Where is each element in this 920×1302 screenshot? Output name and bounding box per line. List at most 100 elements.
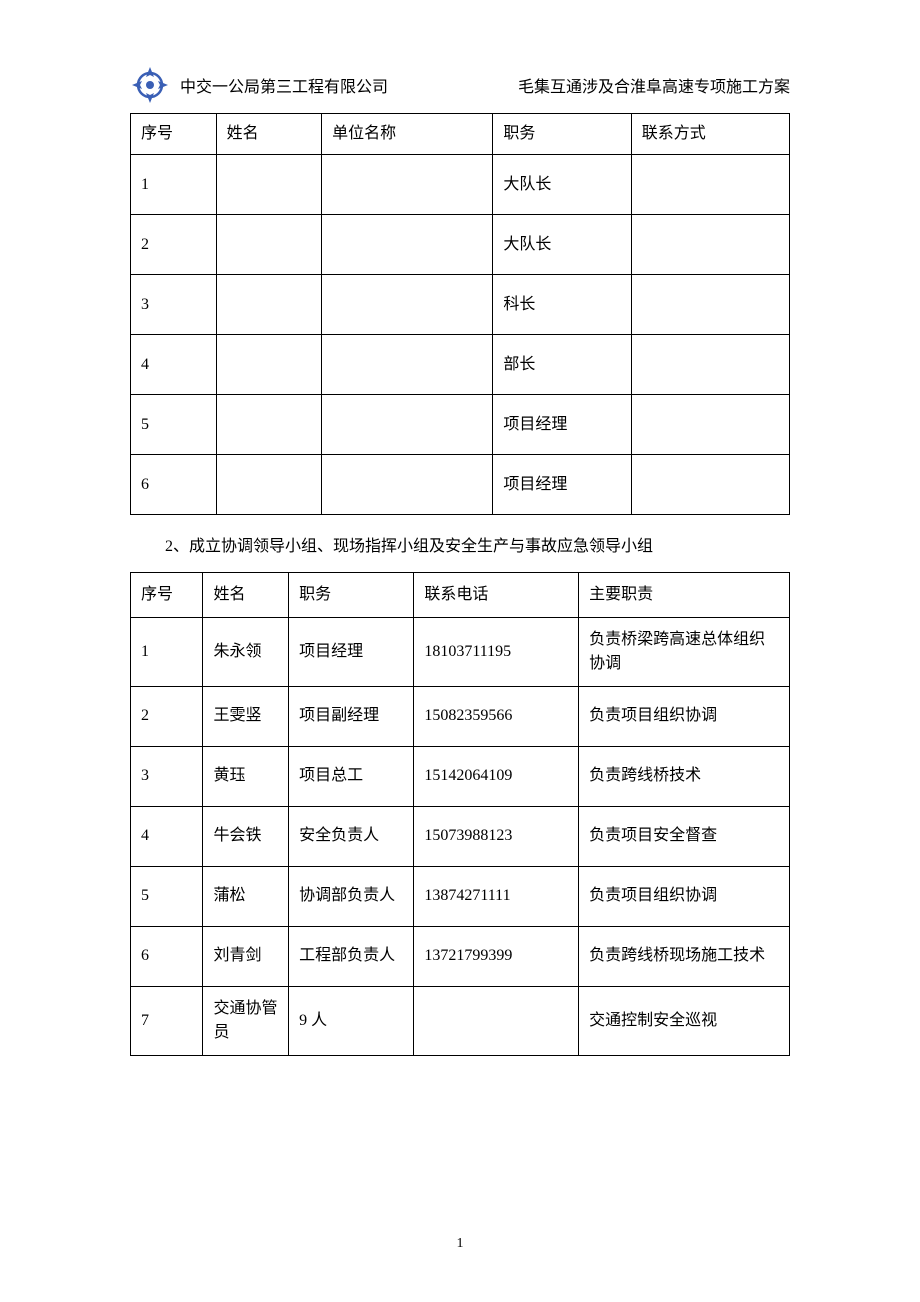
table-cell: 负责项目组织协调 [579,866,790,926]
table-cell: 2 [131,215,217,275]
table-cell: 13874271111 [414,866,579,926]
table-leadership-group-1: 序号姓名单位名称职务联系方式 1 大队长 2 大队长 3 科长 4 部长 5 项目经理 6 项目经理 [130,113,790,515]
table-header-cell: 职务 [493,114,631,155]
table-header-cell: 姓名 [203,572,289,617]
section-heading: 2、成立协调领导小组、现场指挥小组及安全生产与事故应急领导小组 [165,533,790,562]
table-cell: 交通协管员 [203,986,289,1055]
table-cell: 工程部负责人 [289,926,414,986]
table-row: 6 项目经理 [131,455,790,515]
table-cell: 5 [131,395,217,455]
table-cell: 5 [131,866,203,926]
table-cell: 朱永领 [203,617,289,686]
table-cell [322,335,493,395]
header-text-row: 中交一公局第三工程有限公司 毛集互通涉及合淮阜高速专项施工方案 [180,73,790,97]
table-cell: 1 [131,617,203,686]
table-cell [216,215,321,275]
table-cell: 大队长 [493,215,631,275]
table-cell [322,215,493,275]
table-header-cell: 姓名 [216,114,321,155]
table-cell [216,275,321,335]
table-cell: 大队长 [493,155,631,215]
company-logo-icon [130,65,170,105]
table-cell [414,986,579,1055]
table-cell [216,155,321,215]
table-cell: 18103711195 [414,617,579,686]
table-row: 5蒲松协调部负责人13874271111负责项目组织协调 [131,866,790,926]
table-cell: 安全负责人 [289,806,414,866]
table-cell [322,155,493,215]
table-header-cell: 联系方式 [631,114,789,155]
page-header: 中交一公局第三工程有限公司 毛集互通涉及合淮阜高速专项施工方案 [130,65,790,105]
table-cell: 6 [131,455,217,515]
table-cell [631,335,789,395]
table-cell [322,395,493,455]
table-cell [631,155,789,215]
table-cell: 1 [131,155,217,215]
table-row: 2王雯竖项目副经理15082359566负责项目组织协调 [131,686,790,746]
table-cell: 3 [131,746,203,806]
table-row: 5 项目经理 [131,395,790,455]
table-header-cell: 序号 [131,572,203,617]
table-cell [322,455,493,515]
table-header-cell: 联系电话 [414,572,579,617]
table-coordination-group: 序号姓名职务联系电话主要职责 1朱永领项目经理18103711195负责桥梁跨高… [130,572,790,1056]
header-company-name: 中交一公局第三工程有限公司 [180,73,388,97]
table-cell: 项目经理 [493,395,631,455]
table-cell [631,395,789,455]
table-cell: 9 人 [289,986,414,1055]
table-cell: 部长 [493,335,631,395]
table-row: 3 科长 [131,275,790,335]
table-cell: 负责项目组织协调 [579,686,790,746]
table-cell: 交通控制安全巡视 [579,986,790,1055]
table-header-cell: 序号 [131,114,217,155]
table-header-cell: 职务 [289,572,414,617]
table-row: 7交通协管员9 人 交通控制安全巡视 [131,986,790,1055]
table-cell: 科长 [493,275,631,335]
table-cell: 15073988123 [414,806,579,866]
table-row: 序号姓名职务联系电话主要职责 [131,572,790,617]
table-header-cell: 主要职责 [579,572,790,617]
table-row: 6刘青剑工程部负责人13721799399负责跨线桥现场施工技术 [131,926,790,986]
table-cell: 7 [131,986,203,1055]
table-row: 序号姓名单位名称职务联系方式 [131,114,790,155]
table-cell: 4 [131,806,203,866]
page-number: 1 [457,1236,464,1252]
table-cell: 负责跨线桥现场施工技术 [579,926,790,986]
table-cell: 13721799399 [414,926,579,986]
table-row: 2 大队长 [131,215,790,275]
table-cell [216,455,321,515]
table-cell [631,275,789,335]
table-cell [216,335,321,395]
table-cell [631,455,789,515]
table-cell: 负责跨线桥技术 [579,746,790,806]
table-row: 3黄珏项目总工15142064109负责跨线桥技术 [131,746,790,806]
table-cell: 2 [131,686,203,746]
table-header-cell: 单位名称 [322,114,493,155]
table-row: 4牛会铁安全负责人15073988123负责项目安全督查 [131,806,790,866]
table-cell: 4 [131,335,217,395]
table-cell: 3 [131,275,217,335]
table-cell: 项目经理 [289,617,414,686]
table-cell: 刘青剑 [203,926,289,986]
table-cell [631,215,789,275]
header-document-title: 毛集互通涉及合淮阜高速专项施工方案 [518,73,790,97]
table-cell [216,395,321,455]
table-cell: 6 [131,926,203,986]
table-cell: 项目总工 [289,746,414,806]
table-cell: 15142064109 [414,746,579,806]
table-cell: 15082359566 [414,686,579,746]
table-cell: 项目副经理 [289,686,414,746]
table-cell [322,275,493,335]
table-cell: 黄珏 [203,746,289,806]
table-row: 4 部长 [131,335,790,395]
table-cell: 牛会铁 [203,806,289,866]
table-cell: 蒲松 [203,866,289,926]
table-cell: 协调部负责人 [289,866,414,926]
table-row: 1朱永领项目经理18103711195负责桥梁跨高速总体组织协调 [131,617,790,686]
table-cell: 王雯竖 [203,686,289,746]
document-page: 中交一公局第三工程有限公司 毛集互通涉及合淮阜高速专项施工方案 序号姓名单位名称… [0,0,920,1086]
table-row: 1 大队长 [131,155,790,215]
table-cell: 负责桥梁跨高速总体组织协调 [579,617,790,686]
table-cell: 项目经理 [493,455,631,515]
table-cell: 负责项目安全督查 [579,806,790,866]
